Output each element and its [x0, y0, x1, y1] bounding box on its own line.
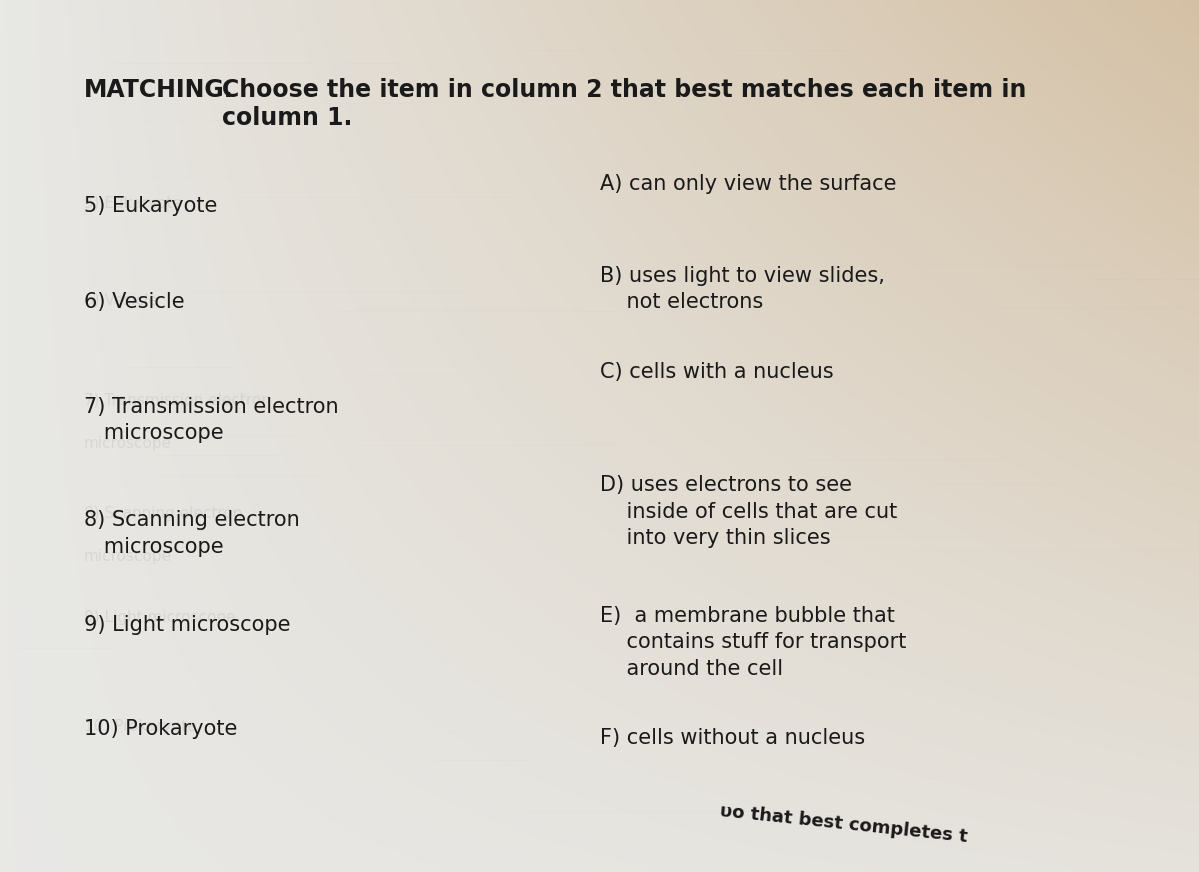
Text: 5) Eukaryote: 5) Eukaryote	[84, 196, 182, 211]
Text: 10) Prokaryote: 10) Prokaryote	[84, 719, 197, 734]
Text: F) cells without a nucleus: F) cells without a nucleus	[600, 728, 864, 748]
Text: 8) Scanning electron: 8) Scanning electron	[84, 506, 242, 521]
Text: microscope: microscope	[84, 549, 171, 564]
Text: 8) Scanning electron
   microscope: 8) Scanning electron microscope	[84, 510, 300, 556]
Text: microscope: microscope	[84, 436, 171, 451]
Text: 6) Vesicle: 6) Vesicle	[84, 292, 158, 307]
Text: 7) Transmission electron
   microscope: 7) Transmission electron microscope	[84, 397, 338, 443]
Text: 10) Prokaryote: 10) Prokaryote	[84, 719, 237, 739]
Text: MATCHING.: MATCHING.	[84, 78, 234, 103]
Text: 9) Light microscope: 9) Light microscope	[84, 615, 290, 635]
Text: A) can only view the surface: A) can only view the surface	[600, 174, 896, 194]
Text: B) uses light to view slides,
    not electrons: B) uses light to view slides, not electr…	[600, 266, 885, 312]
Text: E)  a membrane bubble that
    contains stuff for transport
    around the cell: E) a membrane bubble that contains stuff…	[600, 606, 906, 678]
Text: 9) Light microscope: 9) Light microscope	[84, 610, 235, 625]
Text: 5) Eukaryote: 5) Eukaryote	[84, 196, 217, 216]
Text: Choose the item in column 2 that best matches each item in
column 1.: Choose the item in column 2 that best ma…	[222, 78, 1026, 130]
Text: 6) Vesicle: 6) Vesicle	[84, 292, 185, 312]
Text: C) cells with a nucleus: C) cells with a nucleus	[600, 362, 833, 382]
Text: υo that best completes t: υo that best completes t	[719, 802, 969, 846]
Text: 7) Transmission electron: 7) Transmission electron	[84, 392, 271, 407]
Text: D) uses electrons to see
    inside of cells that are cut
    into very thin sli: D) uses electrons to see inside of cells…	[600, 475, 897, 548]
